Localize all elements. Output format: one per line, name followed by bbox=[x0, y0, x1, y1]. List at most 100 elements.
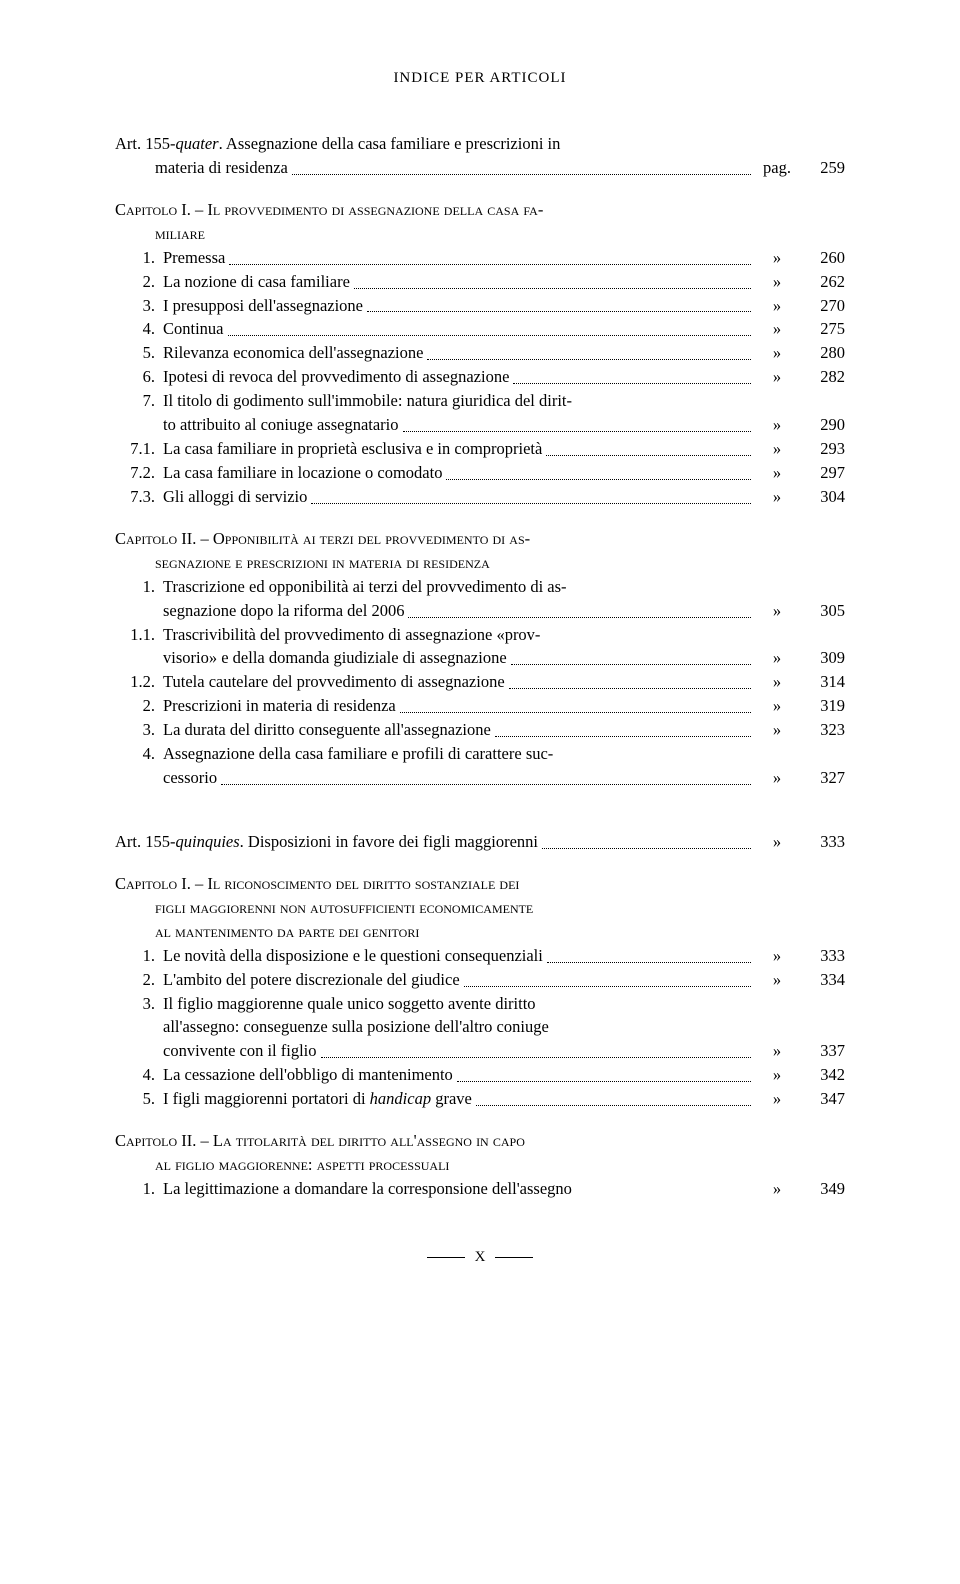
entry-num: 1. bbox=[115, 1177, 163, 1201]
footer-rule-left bbox=[427, 1257, 465, 1258]
entry-text: La cessazione dell'obbligo di mantenimen… bbox=[163, 1063, 453, 1087]
entry-num: 4. bbox=[115, 1063, 163, 1087]
entry-page: 260 bbox=[799, 246, 845, 270]
cap1-rest1: – Il provvedimento di assegnazione della… bbox=[191, 200, 543, 219]
ditto: » bbox=[755, 461, 799, 485]
dots bbox=[446, 479, 751, 480]
chapter-4-heading: Capitolo II. – La titolarità del diritto… bbox=[115, 1129, 845, 1177]
entry-text-line2: visorio» e della domanda giudiziale di a… bbox=[163, 646, 507, 670]
entry-text: Rilevanza economica dell'assegnazione bbox=[163, 341, 423, 365]
chapter-3-heading: Capitolo I. – Il riconoscimento del diri… bbox=[115, 872, 845, 944]
ditto: » bbox=[755, 1063, 799, 1087]
art2-page: 333 bbox=[799, 830, 845, 854]
entry-text-line1: Trascrizione ed opponibilità ai terzi de… bbox=[163, 575, 845, 599]
entry-page: 319 bbox=[799, 694, 845, 718]
entry-num: 4. bbox=[115, 317, 163, 341]
dots bbox=[546, 455, 751, 456]
dots bbox=[495, 736, 751, 737]
entry-page: 342 bbox=[799, 1063, 845, 1087]
dots bbox=[354, 288, 751, 289]
toc-entry: 1.Le novità della disposizione e le ques… bbox=[115, 944, 845, 968]
cap1-label: Capitolo I. bbox=[115, 200, 191, 219]
cap3-rest2: figli maggiorenni non autosufficienti ec… bbox=[115, 896, 845, 920]
entry-text: Prescrizioni in materia di residenza bbox=[163, 694, 396, 718]
ditto: » bbox=[755, 270, 799, 294]
dots bbox=[408, 617, 751, 618]
ditto: » bbox=[755, 1087, 799, 1111]
dots bbox=[400, 712, 751, 713]
entry-page: 333 bbox=[799, 944, 845, 968]
entry-page: 282 bbox=[799, 365, 845, 389]
entry-num: 1.2. bbox=[115, 670, 163, 694]
ditto: » bbox=[755, 718, 799, 742]
dots bbox=[542, 848, 751, 849]
entry-num: 7.1. bbox=[115, 437, 163, 461]
toc-entry-cap2-4: 4. Assegnazione della casa familiare e p… bbox=[115, 742, 845, 790]
page-header: INDICE PER ARTICOLI bbox=[115, 70, 845, 87]
entry-num: 1.1. bbox=[115, 623, 163, 671]
entry-text-line2: segnazione dopo la riforma del 2006 bbox=[163, 599, 404, 623]
dots bbox=[547, 962, 751, 963]
chapter-2-heading: Capitolo II. – Opponibilità ai terzi del… bbox=[115, 527, 845, 575]
dots bbox=[403, 431, 751, 432]
entry-page: 347 bbox=[799, 1087, 845, 1111]
footer-rule-right bbox=[495, 1257, 533, 1258]
dots bbox=[509, 688, 751, 689]
toc-entry-cap3-5: 5. I figli maggiorenni portatori di hand… bbox=[115, 1087, 845, 1111]
entry-page: 349 bbox=[799, 1177, 845, 1201]
ditto: » bbox=[755, 694, 799, 718]
toc-entry-7: 7. Il titolo di godimento sull'immobile:… bbox=[115, 389, 845, 437]
entry-text: Ipotesi di revoca del provvedimento di a… bbox=[163, 365, 509, 389]
entry-text: I presupposi dell'assegnazione bbox=[163, 294, 363, 318]
toc-entry: 7.3.Gli alloggi di servizio»304 bbox=[115, 485, 845, 509]
entry-text-line1: Assegnazione della casa familiare e prof… bbox=[163, 742, 845, 766]
dots bbox=[427, 359, 751, 360]
toc-entry: 3.La durata del diritto conseguente all'… bbox=[115, 718, 845, 742]
entry-page: 309 bbox=[799, 646, 845, 670]
cap2-label: Capitolo II. bbox=[115, 529, 196, 548]
entry-text: Premessa bbox=[163, 246, 225, 270]
art1-line2: materia di residenza bbox=[155, 156, 288, 180]
toc-entry: 2.Prescrizioni in materia di residenza»3… bbox=[115, 694, 845, 718]
entry-page: 293 bbox=[799, 437, 845, 461]
toc-entry: 1.2.Tutela cautelare del provvedimento d… bbox=[115, 670, 845, 694]
art2-rest: . Disposizioni in favore dei figli maggi… bbox=[240, 832, 538, 851]
entry-text: Gli alloggi di servizio bbox=[163, 485, 307, 509]
dots bbox=[457, 1081, 751, 1082]
dots bbox=[292, 174, 751, 175]
entry-text-line2: cessorio bbox=[163, 766, 217, 790]
entry-num: 7.3. bbox=[115, 485, 163, 509]
toc-entry: 4.La cessazione dell'obbligo di mantenim… bbox=[115, 1063, 845, 1087]
dots bbox=[228, 335, 752, 336]
cap4-rest2: al figlio maggiorenne: aspetti processua… bbox=[115, 1153, 845, 1177]
cap2-rest2: segnazione e prescrizioni in materia di … bbox=[115, 551, 845, 575]
entry-text-line1: Il titolo di godimento sull'immobile: na… bbox=[163, 389, 845, 413]
ditto: » bbox=[755, 670, 799, 694]
toc-entry: 6.Ipotesi di revoca del provvedimento di… bbox=[115, 365, 845, 389]
entry-page: 323 bbox=[799, 718, 845, 742]
entry-num: 7.2. bbox=[115, 461, 163, 485]
entry-num: 3. bbox=[115, 992, 163, 1064]
entry-text-part3: grave bbox=[431, 1089, 472, 1108]
entry-page: 262 bbox=[799, 270, 845, 294]
entry-text-part1: I figli maggiorenni portatori di bbox=[163, 1089, 370, 1108]
entry-text-line3: convivente con il figlio bbox=[163, 1039, 317, 1063]
entry-page: 290 bbox=[799, 413, 845, 437]
entry-num: 1. bbox=[115, 575, 163, 623]
ditto: » bbox=[755, 766, 799, 790]
page-number: X bbox=[475, 1249, 486, 1266]
toc-entry: 3.I presupposi dell'assegnazione»270 bbox=[115, 294, 845, 318]
entry-num: 1. bbox=[115, 944, 163, 968]
toc-entry: 1.Premessa»260 bbox=[115, 246, 845, 270]
toc-entry-cap2-11: 1.1. Trascrivibilità del provvedimento d… bbox=[115, 623, 845, 671]
toc-entry-cap4-1: 1. La legittimazione a domandare la corr… bbox=[115, 1177, 845, 1201]
entry-text: Continua bbox=[163, 317, 224, 341]
cap4-rest1: – La titolarità del diritto all'assegno … bbox=[196, 1131, 525, 1150]
toc-entry: 2.La nozione di casa familiare»262 bbox=[115, 270, 845, 294]
entry-num: 3. bbox=[115, 718, 163, 742]
entry-num: 1. bbox=[115, 246, 163, 270]
dots bbox=[367, 311, 751, 312]
ditto: » bbox=[755, 341, 799, 365]
page: INDICE PER ARTICOLI Art. 155-quater. Ass… bbox=[0, 0, 960, 1326]
dots bbox=[311, 503, 751, 504]
